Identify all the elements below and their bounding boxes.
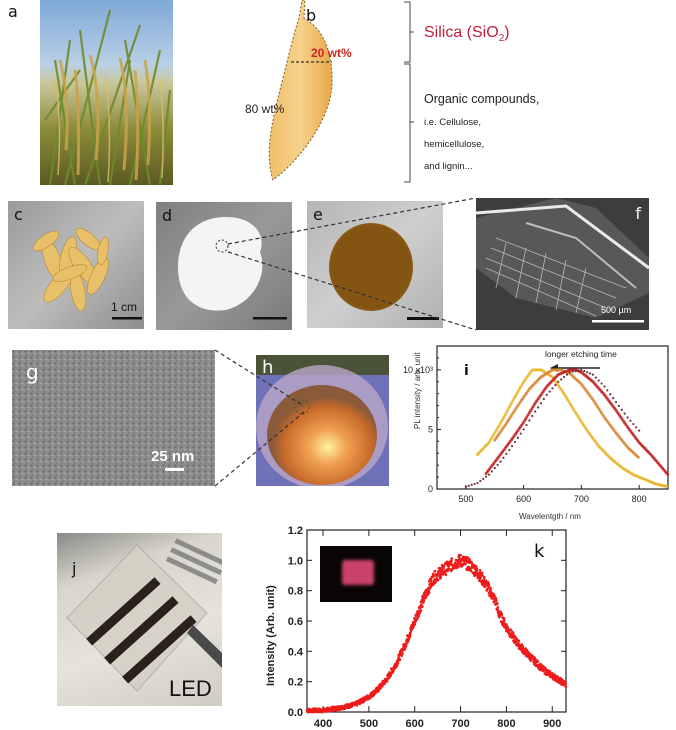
silica-title: Silica (SiO2) bbox=[424, 24, 510, 44]
chart-i-xlabel: Wavelentgth / nm bbox=[519, 512, 581, 521]
panel-label-c: c bbox=[14, 205, 23, 224]
organic-line-1: Organic compounds, bbox=[424, 92, 540, 106]
silicon-powder-photo: e bbox=[307, 201, 443, 328]
svg-text:5: 5 bbox=[428, 424, 433, 434]
scale-bar-label-f: 500 µm bbox=[601, 305, 632, 315]
svg-text:0.2: 0.2 bbox=[288, 677, 303, 689]
pl-spectra-chart: 0 5 10 x10³ 500 600 700 800 bbox=[400, 340, 676, 510]
chart-k-ylabel-text: Intensity (Arb. unit) bbox=[265, 585, 277, 686]
silica-powder-photo: d bbox=[156, 202, 292, 330]
chart-k-inset-device-image bbox=[320, 546, 392, 602]
chart-i-annotation: longer etching time bbox=[545, 349, 617, 359]
svg-text:1.0: 1.0 bbox=[288, 555, 303, 567]
rice-field-photo bbox=[40, 0, 173, 185]
panel-label-e: e bbox=[313, 205, 323, 224]
svg-text:500: 500 bbox=[360, 718, 378, 730]
svg-text:600: 600 bbox=[516, 494, 531, 504]
chart-i-ylabel-text: PL intensity / arb. unit bbox=[413, 352, 422, 429]
panel-label-h: h bbox=[262, 357, 274, 378]
svg-text:400: 400 bbox=[314, 718, 332, 730]
panel-label-i: i bbox=[464, 363, 469, 379]
led-text: LED bbox=[169, 676, 212, 701]
svg-text:800: 800 bbox=[497, 718, 515, 730]
panel-label-k: k bbox=[534, 541, 545, 562]
svg-text:700: 700 bbox=[451, 718, 469, 730]
svg-text:900: 900 bbox=[543, 718, 561, 730]
rice-husks-photo: c 1 cm bbox=[8, 201, 144, 329]
scale-bar-label-c: 1 cm bbox=[111, 300, 138, 314]
organic-line-4: and lignin... bbox=[424, 161, 473, 172]
panel-label-a: a bbox=[8, 2, 18, 21]
scale-bar-label-g: 25 nm bbox=[151, 448, 195, 465]
chart-i-ylabel: PL intensity / arb. unit bbox=[413, 352, 422, 429]
panel-label-f: f bbox=[635, 204, 641, 223]
led-device-photo: j LED bbox=[57, 533, 222, 706]
bracket-icon bbox=[404, 1, 414, 183]
panel-label-d: d bbox=[162, 206, 173, 225]
chart-k-ylabel: Intensity (Arb. unit) bbox=[265, 585, 277, 686]
glowing-pixel-icon bbox=[342, 560, 374, 585]
svg-text:0.6: 0.6 bbox=[288, 616, 303, 628]
tem-image: g 25 nm bbox=[12, 350, 215, 486]
organic-line-2: i.e. Cellulose, bbox=[424, 117, 482, 128]
svg-text:1.2: 1.2 bbox=[288, 525, 303, 537]
silica-close: ) bbox=[504, 24, 510, 41]
luminescent-dispersion-photo: h bbox=[256, 355, 389, 486]
rice-husk-diagram bbox=[225, 0, 415, 185]
silica-subscript: 2 bbox=[498, 33, 505, 45]
organic-fraction-label: 80 wt% bbox=[245, 102, 285, 116]
svg-text:0.0: 0.0 bbox=[288, 707, 303, 719]
organic-line-3: hemicellulose, bbox=[424, 139, 485, 150]
el-spectrum-chart: 0.0 0.2 0.4 0.6 0.8 1.0 1.2 400 500 600 700 800 900 bbox=[270, 510, 676, 730]
panel-label-b: b bbox=[306, 6, 317, 25]
svg-text:0.8: 0.8 bbox=[288, 586, 303, 598]
silica-text: Silica (SiO bbox=[424, 24, 499, 41]
panel-label-j: j bbox=[72, 559, 77, 578]
svg-text:0.4: 0.4 bbox=[288, 646, 304, 658]
svg-text:700: 700 bbox=[574, 494, 589, 504]
sem-image: f 500 µm bbox=[476, 198, 649, 330]
svg-text:600: 600 bbox=[406, 718, 424, 730]
svg-text:0: 0 bbox=[428, 484, 433, 494]
svg-text:10 x10³: 10 x10³ bbox=[403, 365, 433, 375]
svg-text:800: 800 bbox=[632, 494, 647, 504]
silica-fraction-label: 20 wt% bbox=[311, 46, 352, 60]
panel-label-g: g bbox=[26, 360, 39, 384]
svg-text:500: 500 bbox=[458, 494, 473, 504]
